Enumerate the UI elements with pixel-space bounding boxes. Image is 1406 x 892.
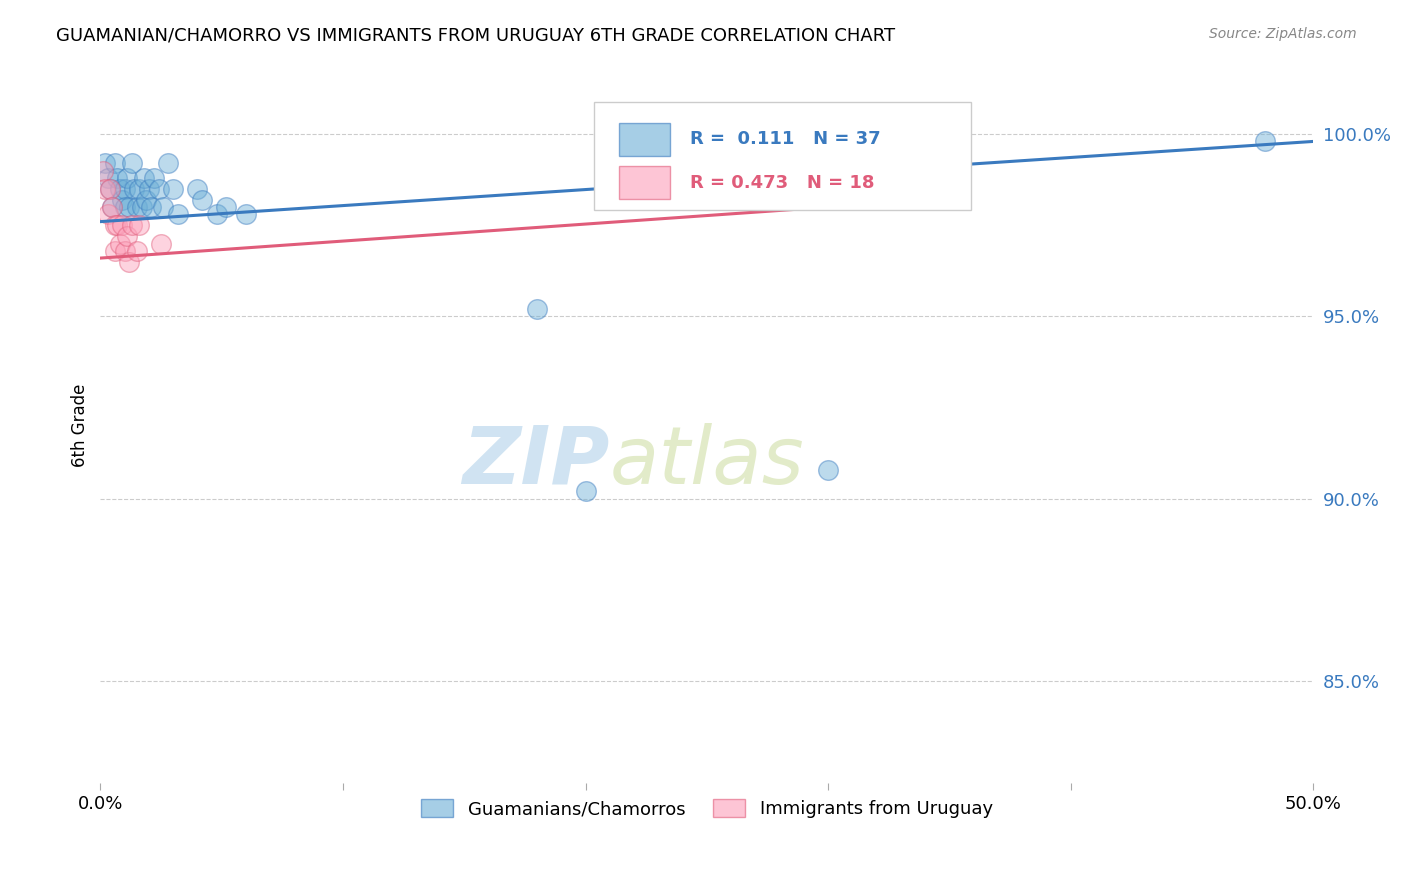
- Point: [1254, 135, 1277, 149]
- Point: [118, 200, 141, 214]
- Point: [128, 219, 150, 233]
- Point: [91, 163, 114, 178]
- Point: [101, 200, 124, 214]
- Text: R = 0.473   N = 18: R = 0.473 N = 18: [690, 174, 875, 192]
- Point: [148, 182, 170, 196]
- Point: [98, 182, 121, 196]
- Text: Source: ZipAtlas.com: Source: ZipAtlas.com: [1209, 27, 1357, 41]
- Point: [94, 182, 117, 196]
- Point: [574, 484, 596, 499]
- Point: [115, 170, 138, 185]
- Point: [167, 207, 190, 221]
- Point: [142, 170, 165, 185]
- Point: [111, 193, 134, 207]
- Text: GUAMANIAN/CHAMORRO VS IMMIGRANTS FROM URUGUAY 6TH GRADE CORRELATION CHART: GUAMANIAN/CHAMORRO VS IMMIGRANTS FROM UR…: [56, 27, 896, 45]
- Point: [104, 219, 127, 233]
- Point: [141, 200, 163, 214]
- Point: [121, 219, 143, 233]
- Point: [108, 236, 131, 251]
- FancyBboxPatch shape: [620, 123, 671, 155]
- FancyBboxPatch shape: [620, 166, 671, 199]
- Point: [150, 236, 173, 251]
- Legend: Guamanians/Chamorros, Immigrants from Uruguay: Guamanians/Chamorros, Immigrants from Ur…: [413, 792, 1000, 825]
- Point: [108, 182, 131, 196]
- Point: [186, 182, 208, 196]
- Point: [125, 244, 148, 258]
- Point: [104, 156, 127, 170]
- Point: [114, 182, 136, 196]
- Point: [215, 200, 238, 214]
- Point: [97, 207, 120, 221]
- Point: [205, 207, 228, 221]
- Point: [105, 219, 128, 233]
- Point: [135, 193, 157, 207]
- Point: [235, 207, 257, 221]
- Point: [191, 193, 214, 207]
- Point: [97, 170, 120, 185]
- Point: [94, 156, 117, 170]
- Point: [111, 219, 134, 233]
- FancyBboxPatch shape: [593, 102, 972, 210]
- Point: [98, 182, 121, 196]
- Point: [101, 200, 124, 214]
- Point: [128, 182, 150, 196]
- Point: [118, 254, 141, 268]
- Point: [817, 135, 839, 149]
- Point: [114, 200, 136, 214]
- Point: [162, 182, 184, 196]
- Point: [121, 156, 143, 170]
- Point: [526, 302, 548, 317]
- Point: [152, 200, 174, 214]
- Point: [115, 229, 138, 244]
- Point: [105, 170, 128, 185]
- Point: [104, 244, 127, 258]
- Point: [114, 244, 136, 258]
- Point: [817, 462, 839, 476]
- Text: R =  0.111   N = 37: R = 0.111 N = 37: [690, 130, 880, 148]
- Text: atlas: atlas: [610, 423, 804, 500]
- Point: [125, 200, 148, 214]
- Point: [131, 200, 153, 214]
- Point: [157, 156, 180, 170]
- Point: [124, 182, 146, 196]
- Text: ZIP: ZIP: [463, 423, 610, 500]
- Point: [138, 182, 160, 196]
- Point: [132, 170, 155, 185]
- Y-axis label: 6th Grade: 6th Grade: [72, 384, 89, 467]
